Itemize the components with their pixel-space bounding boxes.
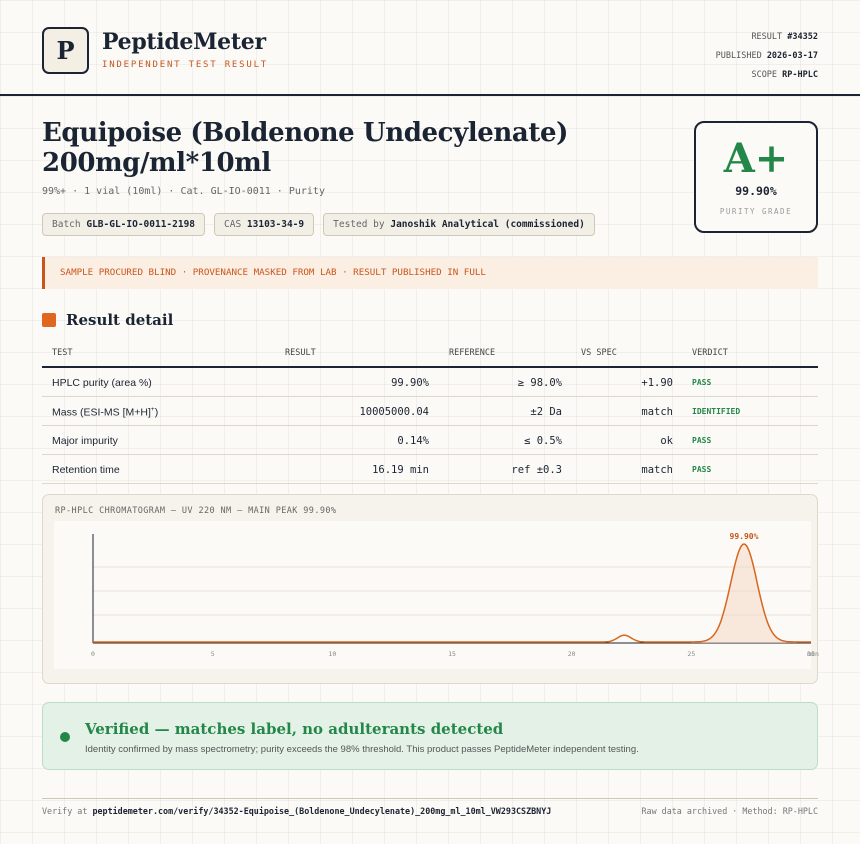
plot-background [54,521,811,669]
x-tick-label: 0 [91,650,95,658]
table-row: Major impurity 0.14% ≤ 0.5% ok PASS [42,426,818,455]
logo[interactable]: P [42,27,89,74]
cell-vs-spec: ok [660,435,673,447]
cell-test: Mass (ESI-MS [M+H]+) [52,406,159,419]
chart-title: RP-HPLC CHROMATOGRAM — UV 220 NM — MAIN … [55,506,337,516]
batch-chip: Batch GLB-GL-IO-0011-2198 [42,213,206,236]
x-tick-label: 15 [448,650,456,658]
meta-published: PUBLISHED 2026-03-17 [715,51,818,61]
verified-banner: Verified — matches label, no adulterants… [42,702,818,770]
cell-test: Major impurity [52,435,118,447]
logo-letter: P [56,36,75,65]
provenance-notice: SAMPLE PROCURED BLIND · PROVENANCE MASKE… [42,257,818,289]
chart-grid [93,566,811,616]
grade-value: 99.90% [735,184,777,198]
peak-label: 99.90% [730,532,759,541]
peak-area [691,544,797,643]
cell-reference: ≥ 98.0% [517,377,562,389]
header-reference: REFERENCE [449,348,496,358]
cell-test: HPLC purity (area %) [52,377,152,389]
result-meta: RESULT #34352 PUBLISHED 2026-03-17 SCOPE… [716,28,818,85]
result-table: TEST RESULT REFERENCE VS SPEC VERDICT HP… [42,339,818,484]
x-tick-label: 5 [211,650,215,658]
cell-reference: ref ±0.3 [511,464,562,476]
cas-chip: CAS 13103-34-9 [214,213,315,236]
table-header: TEST RESULT REFERENCE VS SPEC VERDICT [42,339,818,368]
grade-label: PURITY GRADE [719,207,793,216]
x-unit-label: min [807,650,819,658]
purity-grade-card: A+ 99.90% PURITY GRADE [694,121,818,233]
chromatogram-trace [93,543,811,643]
cell-vs-spec: +1.90 [641,377,673,389]
meta-scope: SCOPE RP-HPLC [751,70,818,80]
verify-url-link[interactable]: peptidemeter.com/verify/34352-Equipoise_… [92,806,552,816]
cell-reference: ±2 Da [530,406,562,418]
x-tick-label: 20 [568,650,576,658]
footer-divider [42,798,818,799]
footer-method: Raw data archived · Method: RP-HPLC [641,806,818,816]
brand-tagline: INDEPENDENT TEST RESULT [102,60,269,70]
cell-vs-spec: match [641,464,673,476]
cell-reference: ≤ 0.5% [524,435,562,447]
x-tick-label: 30 [807,650,815,658]
product-chips: Batch GLB-GL-IO-0011-2198 CAS 13103-34-9… [42,213,595,236]
verified-title: Verified — matches label, no adulterants… [85,720,504,738]
cell-vs-spec: match [641,406,673,418]
header-test: TEST [52,348,73,358]
cell-result: 16.19 min [372,464,429,476]
header: P PeptideMeter INDEPENDENT TEST RESULT R… [0,0,860,96]
cell-verdict: PASS [692,465,712,474]
table-row: Mass (ESI-MS [M+H]+) 10005000.04 ±2 Da m… [42,397,818,426]
verified-text: Identity confirmed by mass spectrometry;… [85,744,639,755]
header-vs-spec: VS SPEC [581,348,617,358]
x-tick-label: 25 [687,650,695,658]
header-verdict: VERDICT [692,348,728,358]
chromatogram-panel: RP-HPLC CHROMATOGRAM — UV 220 NM — MAIN … [42,494,819,684]
cell-verdict: PASS [692,436,712,445]
cell-result: 99.90% [391,377,429,389]
verified-dot-icon [60,732,70,742]
product-title: Equipoise (Boldenone Undecylenate) 200mg… [42,118,569,178]
x-tick-label: 10 [328,650,336,658]
tested-by-chip: Tested by Janoshik Analytical (commissio… [323,213,595,236]
section-square-icon [42,313,56,327]
section-title: Result detail [42,311,173,329]
table-row: HPLC purity (area %) 99.90% ≥ 98.0% +1.9… [42,368,818,397]
cell-verdict: IDENTIFIED [692,407,741,416]
brand-name: PeptideMeter [102,29,266,55]
header-result: RESULT [285,348,316,358]
verify-link-line: Verify at peptidemeter.com/verify/34352-… [42,806,552,816]
cell-verdict: PASS [692,378,712,387]
product-subtitle: 99%+ · 1 vial (10ml) · Cat. GL-IO-0011 ·… [42,186,325,197]
grade-letter: A+ [723,135,789,182]
cell-result: 10005000.04 [359,406,429,418]
cell-test: Retention time [52,464,120,476]
meta-result: RESULT #34352 [751,32,818,42]
section-title-text: Result detail [66,311,174,329]
table-row: Retention time 16.19 min ref ±0.3 match … [42,455,818,484]
cell-result: 0.14% [397,435,429,447]
